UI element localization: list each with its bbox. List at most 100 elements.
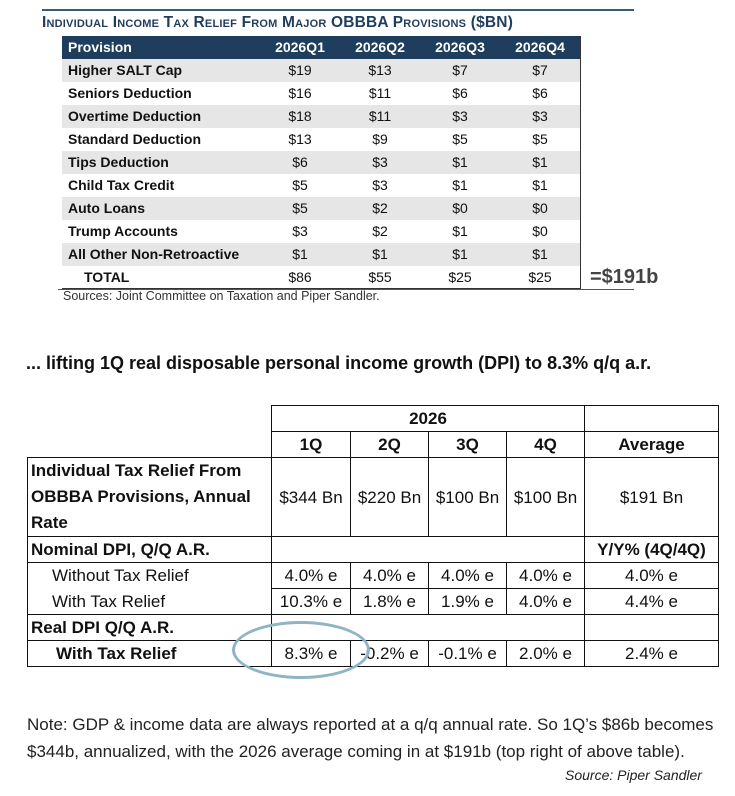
real-with-yy: 2.4% e [584, 640, 719, 667]
provision-value-q1: $1 [260, 243, 340, 266]
without-relief-row: Without Tax Relief 4.0% e 4.0% e 4.0% e … [27, 562, 719, 589]
provision-value-q1: $5 [260, 174, 340, 197]
provision-value-q2: $3 [340, 151, 420, 174]
without-4q: 4.0% e [506, 562, 585, 589]
provision-value-q2: $13 [340, 59, 420, 82]
tax-relief-table-body: Higher SALT Cap $19 $13 $7 $7 Seniors Deducti… [62, 59, 580, 266]
quarter-header-2: 2Q [350, 431, 429, 458]
provision-value-q3: $6 [420, 82, 500, 105]
col-header-q1: 2026Q1 [260, 36, 340, 59]
headline: ... lifting 1Q real disposable personal … [26, 353, 652, 373]
without-yy: 4.0% e [584, 562, 719, 589]
relief-3q: $100 Bn [428, 457, 507, 537]
relief-1q: $344 Bn [271, 457, 351, 537]
provision-value-q3: $0 [420, 197, 500, 220]
provision-value-q4: $7 [500, 59, 580, 82]
provision-value-q2: $1 [340, 243, 420, 266]
real-dpi-label: Real DPI Q/Q A.R. [27, 614, 272, 641]
with-1q: 10.3% e [271, 588, 351, 615]
provision-value-q4: $1 [500, 151, 580, 174]
table-row: Higher SALT Cap $19 $13 $7 $7 [62, 59, 580, 82]
without-1q: 4.0% e [271, 562, 351, 589]
average-header: Average [584, 431, 719, 458]
provision-value-q4: $5 [500, 128, 580, 151]
with-yy: 4.4% e [584, 588, 719, 615]
provision-value-q4: $1 [500, 243, 580, 266]
top-table-title: Individual Income Tax Relief From Major … [42, 9, 634, 37]
provision-name: Tips Deduction [62, 151, 260, 174]
provision-name: All Other Non-Retroactive [62, 243, 260, 266]
col-header-q4: 2026Q4 [500, 36, 580, 59]
with-relief-row: With Tax Relief 10.3% e 1.8% e 1.9% e 4.… [27, 588, 719, 615]
provision-name: Auto Loans [62, 197, 260, 220]
provision-value-q1: $3 [260, 220, 340, 243]
real-row: Real DPI Q/Q A.R. [27, 614, 719, 641]
tax-relief-table: Provision 2026Q1 2026Q2 2026Q3 2026Q4 Hi… [62, 36, 580, 289]
total-q2: $55 [340, 266, 420, 289]
provision-value-q2: $11 [340, 82, 420, 105]
table-row: Standard Deduction $13 $9 $5 $5 [62, 128, 580, 151]
provision-value-q3: $5 [420, 128, 500, 151]
source-credit: Source: Piper Sandler [565, 767, 702, 783]
quarter-header-4: 4Q [506, 431, 585, 458]
real-with-3q: -0.1% e [428, 640, 507, 667]
relief-4q: $100 Bn [506, 457, 585, 537]
table-row: Child Tax Credit $5 $3 $1 $1 [62, 174, 580, 197]
relief-row: Individual Tax Relief From OBBBA Provisi… [27, 457, 719, 537]
quarter-header-3: 3Q [428, 431, 507, 458]
table-row: Auto Loans $5 $2 $0 $0 [62, 197, 580, 220]
provision-value-q1: $6 [260, 151, 340, 174]
provision-value-q4: $0 [500, 220, 580, 243]
without-relief-label: Without Tax Relief [27, 562, 272, 589]
relief-label: Individual Tax Relief From OBBBA Provisi… [27, 457, 272, 537]
provision-value-q2: $9 [340, 128, 420, 151]
table-row: Seniors Deduction $16 $11 $6 $6 [62, 82, 580, 105]
col-header-q2: 2026Q2 [340, 36, 420, 59]
total-q1: $86 [260, 266, 340, 289]
footnote: Note: GDP & income data are always repor… [27, 715, 714, 761]
highlight-circle [232, 621, 370, 679]
col-header-provision: Provision [62, 36, 260, 59]
provision-value-q3: $1 [420, 174, 500, 197]
with-2q: 1.8% e [350, 588, 429, 615]
provision-value-q1: $19 [260, 59, 340, 82]
real-with-relief-row: With Tax Relief 8.3% e -0.2% e -0.1% e 2… [27, 640, 719, 667]
provision-value-q4: $1 [500, 174, 580, 197]
provision-value-q4: $0 [500, 197, 580, 220]
provision-value-q3: $7 [420, 59, 500, 82]
provision-name: Standard Deduction [62, 128, 260, 151]
total-q4: $25 [500, 266, 580, 289]
without-2q: 4.0% e [350, 562, 429, 589]
relief-2q: $220 Bn [350, 457, 429, 537]
provision-value-q2: $11 [340, 105, 420, 128]
provision-value-q1: $13 [260, 128, 340, 151]
table-right-border [580, 36, 581, 289]
provision-value-q3: $3 [420, 105, 500, 128]
total-q3: $25 [420, 266, 500, 289]
col-header-q3: 2026Q3 [420, 36, 500, 59]
quarter-row: 1Q 2Q 3Q 4Q Average [28, 431, 719, 458]
real-with-4q: 2.0% e [506, 640, 585, 667]
provision-value-q2: $3 [340, 174, 420, 197]
provision-value-q4: $3 [500, 105, 580, 128]
yy-header: Y/Y% (4Q/4Q) [584, 536, 719, 563]
with-3q: 1.9% e [428, 588, 507, 615]
provision-name: Child Tax Credit [62, 174, 260, 197]
provision-value-q1: $16 [260, 82, 340, 105]
provision-name: Seniors Deduction [62, 82, 260, 105]
provision-value-q1: $18 [260, 105, 340, 128]
table-row: All Other Non-Retroactive $1 $1 $1 $1 [62, 243, 580, 266]
table-row: Overtime Deduction $18 $11 $3 $3 [62, 105, 580, 128]
provision-name: Overtime Deduction [62, 105, 260, 128]
year-header: 2026 [271, 405, 585, 432]
real-with-relief-label: With Tax Relief [27, 640, 272, 667]
year-row: 2026 [28, 405, 719, 432]
provision-value-q3: $1 [420, 151, 500, 174]
provision-name: Trump Accounts [62, 220, 260, 243]
relief-average: $191 Bn [584, 457, 719, 537]
with-relief-label: With Tax Relief [27, 588, 272, 615]
provision-value-q2: $2 [340, 197, 420, 220]
total-annotation: =$191b [590, 266, 659, 288]
provision-value-q2: $2 [340, 220, 420, 243]
sources-note: Sources: Joint Committee on Taxation and… [63, 289, 380, 303]
